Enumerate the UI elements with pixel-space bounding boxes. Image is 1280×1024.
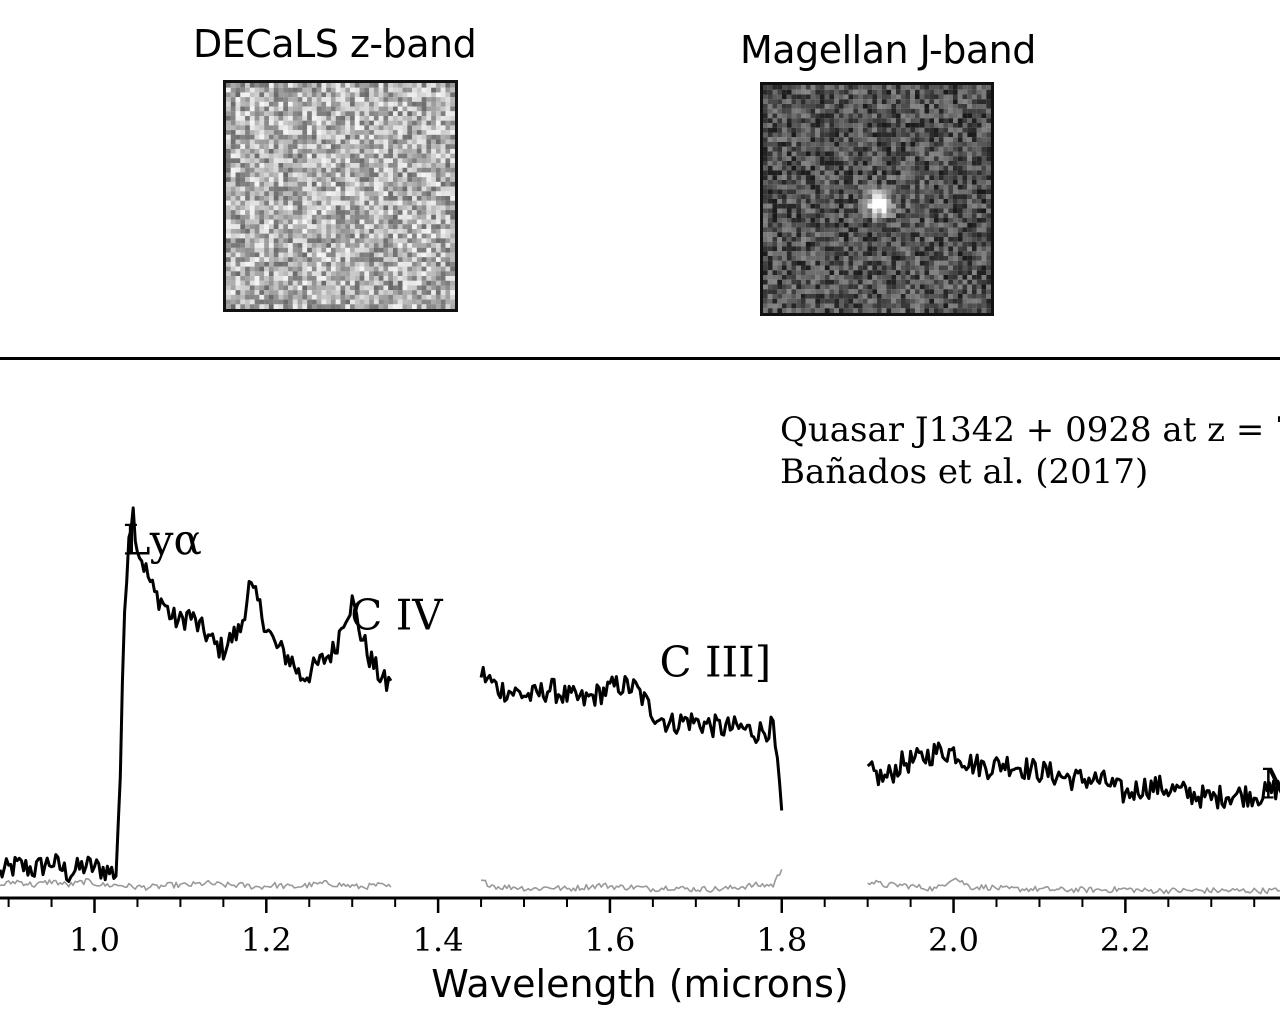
x-axis-label: Wavelength (microns) [431,962,849,1006]
x-tick-label: 1.8 [756,921,807,959]
emission-line-labels: Lyα C IV C III] Mg [123,516,1280,809]
flux-spectrum-segment-3 [866,741,1280,810]
error-spectrum-segment-1 [0,877,392,891]
magellan-detection-image [763,85,991,313]
x-tick-label: 1.0 [69,921,120,959]
x-axis-ticks: 1.01.21.41.61.82.02.22 [7,898,1256,959]
emission-line-label: Lyα [123,516,202,565]
magellan-jband-cutout-image [760,82,994,316]
emission-line-label: C IV [350,590,443,639]
decals-panel-title: DECaLS z-band [193,22,477,66]
flux-spectrum-layer [0,506,1280,883]
error-spectrum-segment-3 [867,877,1280,895]
decals-noise-image [226,83,455,309]
emission-line-label: Mg [1261,759,1280,808]
quasar-annotation: Quasar J1342 + 0928 at z = 7 [780,410,1280,450]
x-tick-label: 2.2 [1100,921,1151,959]
decals-zband-cutout-image [223,80,458,312]
x-tick-label: 1.4 [413,921,464,959]
flux-spectrum-segment-1 [0,506,393,883]
citation-annotation: Bañados et al. (2017) [780,452,1148,492]
x-tick-label: 2.0 [928,921,979,959]
panel-divider [0,357,1280,360]
error-spectrum-layer [0,869,1280,895]
x-tick-label: 1.6 [584,921,635,959]
flux-spectrum-segment-2 [479,665,784,811]
emission-line-label: C III] [659,637,771,686]
x-tick-label: 1.2 [241,921,292,959]
error-spectrum-segment-2 [480,869,783,893]
magellan-panel-title: Magellan J-band [740,28,1036,72]
